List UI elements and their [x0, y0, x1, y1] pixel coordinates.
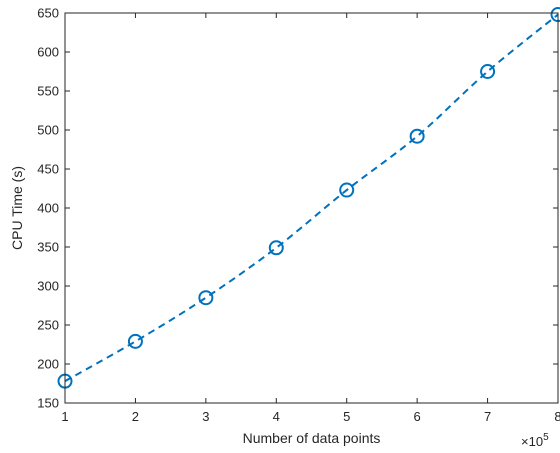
- data-point: [480, 64, 496, 79]
- x-axis-label: Number of data points: [243, 430, 381, 446]
- x-tick-label: 4: [273, 409, 280, 424]
- x-tick-label: 3: [202, 409, 209, 424]
- plot-area-frame: [64, 12, 559, 404]
- data-point: [268, 240, 284, 256]
- x-tick-label: 8: [554, 409, 560, 424]
- x-axis-multiplier-base: ×10: [521, 434, 543, 449]
- series-line: [64, 13, 559, 383]
- series-markers: [57, 7, 560, 389]
- x-tick-label: 6: [414, 409, 421, 424]
- y-tick-label: 250: [37, 318, 59, 333]
- y-tick-label: 350: [37, 240, 59, 255]
- y-tick-label: 400: [37, 201, 59, 216]
- y-tick-label: 300: [37, 279, 59, 294]
- x-axis-ticks: 1 2 3 4 5 6 7 8: [61, 13, 560, 424]
- data-point: [127, 333, 143, 349]
- y-tick-label: 150: [37, 396, 59, 411]
- data-point: [550, 7, 560, 23]
- y-tick-label: 550: [37, 84, 59, 99]
- y-tick-label: 650: [37, 6, 59, 21]
- y-tick-label: 200: [37, 357, 59, 372]
- x-tick-label: 1: [61, 409, 68, 424]
- y-tick-label: 500: [37, 123, 59, 138]
- x-axis-multiplier: ×105: [521, 432, 549, 449]
- y-axis-ticks: 150 200 250 300 350 400 450 500 550 600 650: [37, 6, 558, 411]
- x-axis-multiplier-exponent: 5: [543, 432, 549, 443]
- y-tick-label: 450: [37, 162, 59, 177]
- x-tick-label: 2: [132, 409, 139, 424]
- data-point: [339, 182, 355, 198]
- x-tick-label: 5: [343, 409, 350, 424]
- y-axis-label: CPU Time (s): [9, 166, 25, 250]
- data-point: [409, 128, 425, 144]
- data-point: [198, 290, 214, 306]
- y-tick-label: 600: [37, 45, 59, 60]
- x-tick-label: 7: [484, 409, 491, 424]
